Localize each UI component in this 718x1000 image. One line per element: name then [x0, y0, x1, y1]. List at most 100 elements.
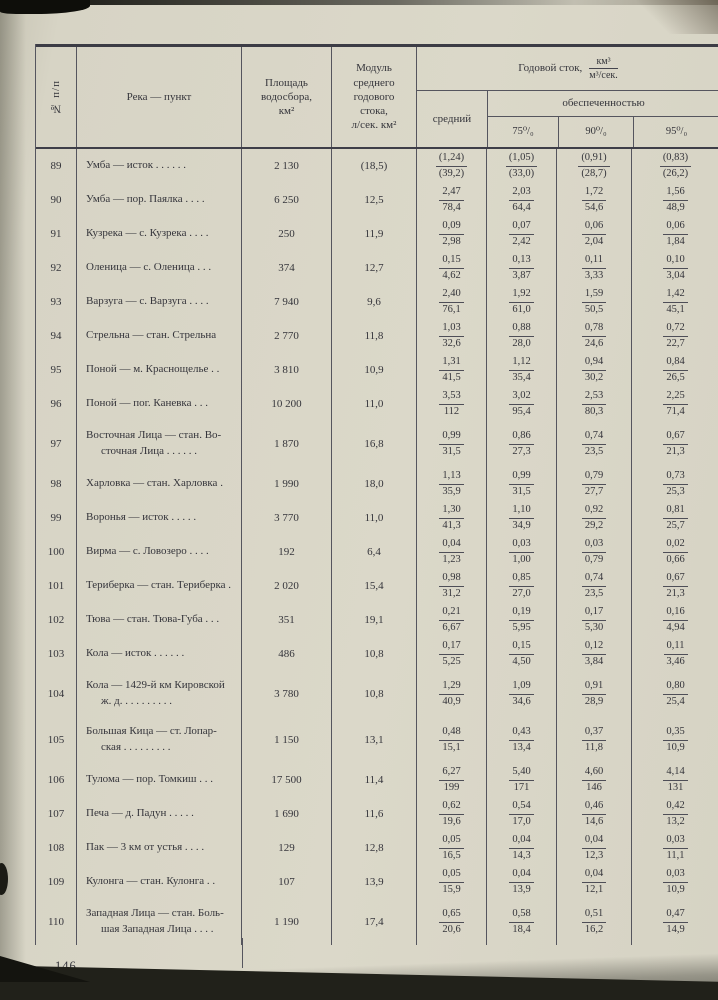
- runoff-module-value: 9,6: [331, 285, 416, 319]
- annual-flow-90pct: 0,12 3,84: [556, 637, 631, 671]
- catchment-area-value: 3 780: [241, 671, 331, 717]
- row-number: 93: [50, 296, 62, 308]
- table-row: 90 Умба — пор. Паялка . . . . 6 250 12,5…: [36, 183, 718, 217]
- annual-flow-95pct: 0,03 10,9: [631, 865, 718, 899]
- annual-flow-mean: 0,09 2,98: [416, 217, 486, 251]
- table-row: 107 Печа — д. Падун . . . . . 1 690 11,6…: [36, 797, 718, 831]
- annual-flow-90pct: 0,94 30,2: [556, 353, 631, 387]
- annual-flow-75pct: 0,19 5,95: [486, 603, 556, 637]
- runoff-module-value: 10,9: [331, 353, 416, 387]
- annual-flow-95pct: 0,73 25,3: [631, 467, 718, 501]
- annual-flow-90pct: 0,06 2,04: [556, 217, 631, 251]
- col-header-area-line1: Площадь: [265, 76, 308, 89]
- annual-flow-mean: 1,03 32,6: [416, 319, 486, 353]
- river-point-name: Воронья — исток . . . . .: [76, 501, 241, 535]
- annual-flow-75pct: 2,03 64,4: [486, 183, 556, 217]
- annual-flow-75pct: 0,58 18,4: [486, 899, 556, 945]
- annual-flow-95pct: 0,84 26,5: [631, 353, 718, 387]
- row-number: 110: [47, 916, 65, 928]
- scan-edge-top: [0, 0, 718, 5]
- table-row: 89 Умба — исток . . . . . . 2 130 (18,5)…: [36, 149, 718, 183]
- annual-flow-90pct: 2,53 80,3: [556, 387, 631, 421]
- annual-flow-unit-top: км³: [589, 56, 618, 69]
- catchment-area-value: 17 500: [241, 763, 331, 797]
- table-row: 93 Варзуга — с. Варзуга . . . . 7 940 9,…: [36, 285, 718, 319]
- annual-flow-95pct: 0,02 0,66: [631, 535, 718, 569]
- annual-flow-90pct: 0,04 12,3: [556, 831, 631, 865]
- annual-flow-75pct: 0,13 3,87: [486, 251, 556, 285]
- annual-flow-mean: 1,30 41,3: [416, 501, 486, 535]
- catchment-area-value: 192: [241, 535, 331, 569]
- row-number: 96: [50, 398, 62, 410]
- table-row: 97 Восточная Лица — стан. Во-сточная Лиц…: [36, 421, 718, 467]
- table-row: 109 Кулонга — стан. Кулонга . . 107 13,9…: [36, 865, 718, 899]
- table-body: 89 Умба — исток . . . . . . 2 130 (18,5)…: [36, 149, 718, 945]
- annual-flow-90pct: 0,11 3,33: [556, 251, 631, 285]
- table-row: 105 Большая Кица — ст. Лопар-ская . . . …: [36, 717, 718, 763]
- annual-flow-95pct: 1,56 48,9: [631, 183, 718, 217]
- annual-flow-95pct: 0,67 21,3: [631, 421, 718, 467]
- col-header-num-label: № п/п: [49, 79, 62, 115]
- annual-flow-95pct: 0,35 10,9: [631, 717, 718, 763]
- col-header-river-label: Река — пункт: [126, 90, 192, 103]
- table-row: 110 Западная Лица — стан. Боль-шая Запад…: [36, 899, 718, 945]
- row-number: 99: [50, 512, 62, 524]
- annual-flow-mean: 0,98 31,2: [416, 569, 486, 603]
- runoff-module-value: 11,6: [331, 797, 416, 831]
- annual-flow-75pct: 0,04 13,9: [486, 865, 556, 899]
- annual-flow-75pct: 3,02 95,4: [486, 387, 556, 421]
- annual-flow-95pct: 4,14 131: [631, 763, 718, 797]
- river-point-name: Тулома — пор. Томкиш . . .: [76, 763, 241, 797]
- annual-flow-90pct: 0,17 5,30: [556, 603, 631, 637]
- river-point-name: Териберка — стан. Териберка .: [76, 569, 241, 603]
- river-point-name: Кола — 1429-й км Кировской ж. д. . . . . …: [76, 671, 241, 717]
- runoff-module-value: (18,5): [331, 149, 416, 183]
- annual-flow-mean: 0,04 1,23: [416, 535, 486, 569]
- annual-flow-75pct: 1,09 34,6: [486, 671, 556, 717]
- runoff-module-value: 11,0: [331, 501, 416, 535]
- catchment-area-value: 10 200: [241, 387, 331, 421]
- catchment-area-value: 7 940: [241, 285, 331, 319]
- annual-flow-75pct: 1,92 61,0: [486, 285, 556, 319]
- river-point-name: Вирма — с. Ловозеро . . . .: [76, 535, 241, 569]
- table-row: 101 Териберка — стан. Териберка . 2 020 …: [36, 569, 718, 603]
- annual-flow-90pct: 0,78 24,6: [556, 319, 631, 353]
- row-number: 106: [47, 774, 65, 786]
- annual-flow-90pct: 0,03 0,79: [556, 535, 631, 569]
- river-point-name: Кузрека — с. Кузрека . . . .: [76, 217, 241, 251]
- annual-flow-mean: (1,24) (39,2): [416, 149, 486, 183]
- table-row: 99 Воронья — исток . . . . . 3 770 11,0 …: [36, 501, 718, 535]
- col-header-module-line5: л/сек. км²: [351, 119, 397, 132]
- annual-flow-90pct: (0,91) (28,7): [556, 149, 631, 183]
- river-point-name: Оленица — с. Оленица . . .: [76, 251, 241, 285]
- river-point-name: Умба — пор. Паялка . . . .: [76, 183, 241, 217]
- percent-header-row: 75⁰/₀ 90⁰/₀ 95⁰/₀: [488, 117, 718, 147]
- catchment-area-value: 2 770: [241, 319, 331, 353]
- table-row: 96 Поной — пог. Каневка . . . 10 200 11,…: [36, 387, 718, 421]
- annual-flow-75pct: 1,10 34,9: [486, 501, 556, 535]
- runoff-module-value: 11,4: [331, 763, 416, 797]
- catchment-area-value: 486: [241, 637, 331, 671]
- runoff-module-value: 11,9: [331, 217, 416, 251]
- catchment-area-value: 2 020: [241, 569, 331, 603]
- river-point-name: Тюва — стан. Тюва-Губа . . .: [76, 603, 241, 637]
- catchment-area-value: 3 770: [241, 501, 331, 535]
- river-point-name: Поной — м. Краснощелье . .: [76, 353, 241, 387]
- annual-flow-mean: 0,48 15,1: [416, 717, 486, 763]
- page-number: 146: [55, 959, 77, 973]
- river-point-name: Умба — исток . . . . . .: [76, 149, 241, 183]
- col-header-area: Площадь водосбора, км²: [241, 47, 331, 147]
- annual-flow-90pct: 0,91 28,9: [556, 671, 631, 717]
- catchment-area-value: 129: [241, 831, 331, 865]
- col-header-module-line3: годового: [353, 90, 395, 103]
- catchment-area-value: 1 870: [241, 421, 331, 467]
- annual-flow-75pct: 0,54 17,0: [486, 797, 556, 831]
- annual-flow-95pct: 0,81 25,7: [631, 501, 718, 535]
- table-header: № п/п Река — пункт Площадь водосбора, км…: [36, 44, 718, 149]
- table-row: 100 Вирма — с. Ловозеро . . . . 192 6,4 …: [36, 535, 718, 569]
- row-number: 107: [47, 808, 65, 820]
- table-row: 92 Оленица — с. Оленица . . . 374 12,7 0…: [36, 251, 718, 285]
- col-header-river: Река — пункт: [76, 47, 241, 147]
- annual-flow-mean: 1,31 41,5: [416, 353, 486, 387]
- catchment-area-value: 250: [241, 217, 331, 251]
